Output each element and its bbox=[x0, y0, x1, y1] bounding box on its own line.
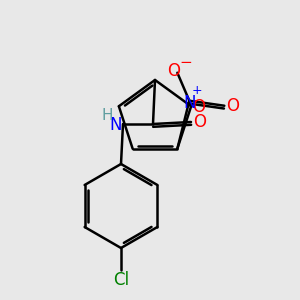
Text: H: H bbox=[101, 107, 113, 122]
Text: O: O bbox=[194, 113, 206, 131]
Text: −: − bbox=[179, 55, 192, 70]
Text: Cl: Cl bbox=[113, 271, 129, 289]
Text: O: O bbox=[192, 98, 205, 116]
Text: N: N bbox=[110, 116, 122, 134]
Text: +: + bbox=[192, 84, 202, 97]
Text: O: O bbox=[226, 97, 239, 115]
Text: N: N bbox=[183, 94, 196, 112]
Text: O: O bbox=[167, 62, 180, 80]
